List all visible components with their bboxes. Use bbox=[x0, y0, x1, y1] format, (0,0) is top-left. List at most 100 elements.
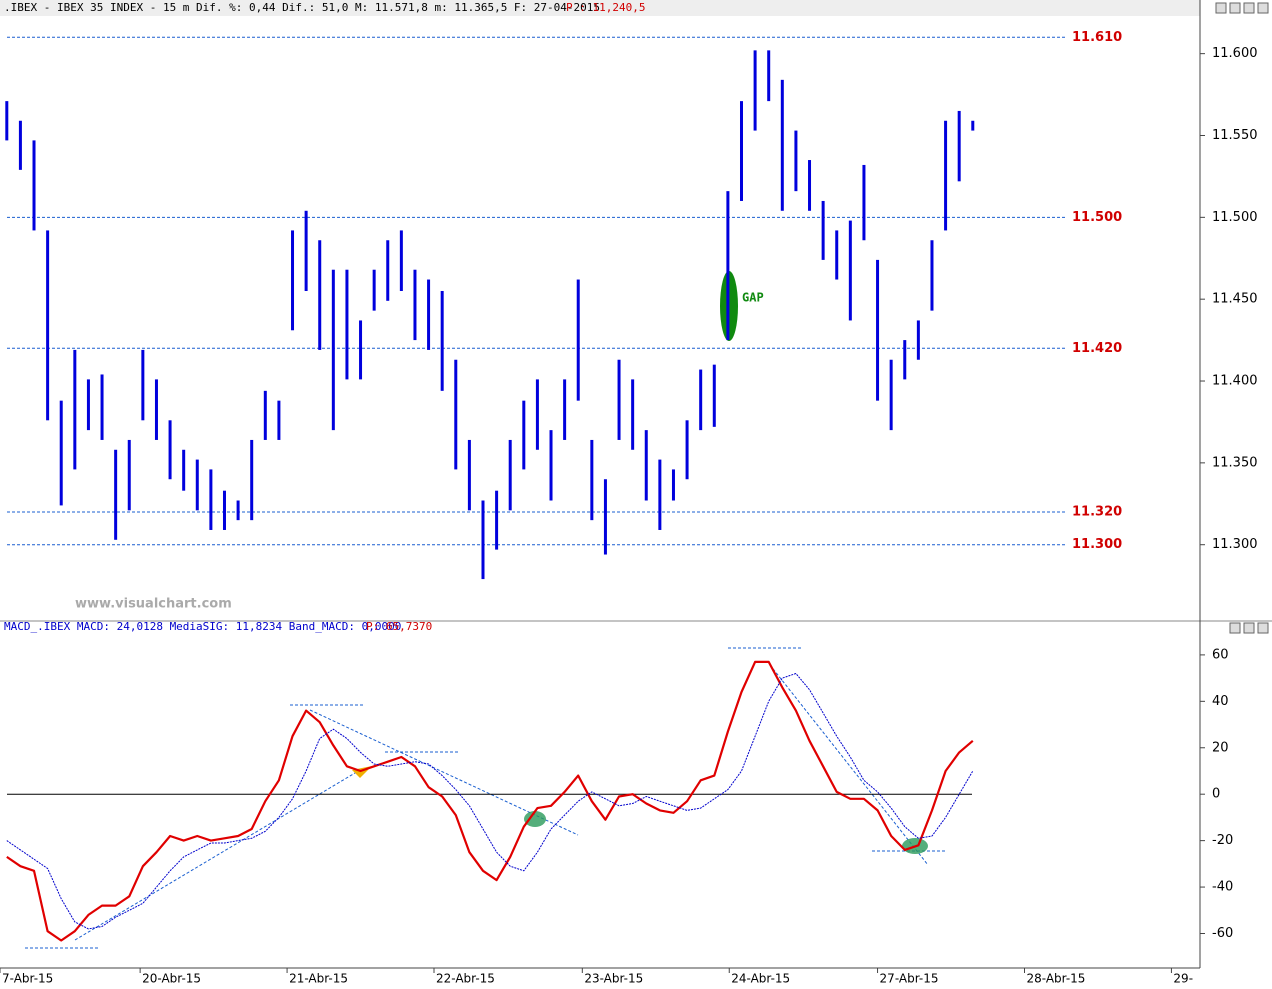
price-bar bbox=[658, 459, 662, 530]
price-bar bbox=[903, 340, 907, 380]
header-bar bbox=[0, 0, 1200, 16]
button[interactable] bbox=[1243, 622, 1255, 634]
y-tick-label: 40 bbox=[1212, 694, 1229, 709]
x-tick-label: 21-Abr-15 bbox=[289, 972, 348, 986]
price-bar bbox=[386, 240, 390, 301]
price-bar bbox=[168, 420, 172, 480]
button[interactable] bbox=[1215, 2, 1227, 14]
button[interactable] bbox=[1257, 2, 1269, 14]
price-bar bbox=[141, 349, 145, 421]
price-bar bbox=[726, 191, 730, 341]
price-bar bbox=[127, 439, 131, 511]
y-tick-label: 60 bbox=[1212, 647, 1229, 662]
level-label: 11.610 bbox=[1072, 30, 1122, 45]
price-bar bbox=[195, 459, 199, 511]
price-bar bbox=[222, 490, 226, 530]
x-tick-label: 7-Abr-15 bbox=[2, 972, 53, 986]
price-bar bbox=[957, 110, 961, 182]
macd-title: MACD_.IBEX MACD: 24,0128 MediaSIG: 11,82… bbox=[4, 620, 401, 633]
y-tick-label: 11.600 bbox=[1212, 46, 1258, 61]
price-bar bbox=[318, 240, 322, 350]
price-bar bbox=[481, 500, 485, 580]
price-bar bbox=[32, 140, 36, 231]
y-tick-label: -20 bbox=[1212, 833, 1233, 848]
level-label: 11.500 bbox=[1072, 210, 1122, 225]
price-bar bbox=[944, 120, 948, 231]
price-bar bbox=[876, 259, 880, 401]
price-bar bbox=[495, 490, 499, 550]
price-bar bbox=[46, 230, 50, 421]
x-tick-label: 22-Abr-15 bbox=[436, 972, 495, 986]
price-bar bbox=[767, 50, 771, 102]
x-tick-label: 23-Abr-15 bbox=[584, 972, 643, 986]
button[interactable] bbox=[1229, 2, 1241, 14]
x-tick-label: 27-Abr-15 bbox=[880, 972, 939, 986]
y-tick-label: -40 bbox=[1212, 880, 1233, 895]
price-bar bbox=[18, 120, 22, 170]
price-bar bbox=[73, 349, 77, 470]
title: .IBEX - IBEX 35 INDEX - 15 m Dif. %: 0,4… bbox=[4, 1, 600, 14]
price-bar bbox=[916, 320, 920, 360]
price-bar bbox=[835, 230, 839, 280]
button[interactable] bbox=[1257, 622, 1269, 634]
price-bar bbox=[454, 359, 458, 470]
price-bar bbox=[413, 269, 417, 341]
macd-subtitle: P: 65,7370 bbox=[366, 620, 432, 633]
price-bar bbox=[535, 379, 539, 450]
price-bar bbox=[277, 400, 281, 440]
price-bar bbox=[644, 430, 648, 501]
level-label: 11.320 bbox=[1072, 504, 1122, 519]
price-bar bbox=[467, 439, 471, 511]
x-tick-label: 28-Abr-15 bbox=[1026, 972, 1085, 986]
button[interactable] bbox=[1229, 622, 1241, 634]
price-bar bbox=[86, 379, 90, 431]
price-bar bbox=[154, 379, 158, 440]
price-bar bbox=[5, 101, 9, 141]
price-bar bbox=[427, 279, 431, 350]
price-bar bbox=[685, 420, 689, 480]
price-bar bbox=[440, 290, 444, 391]
signal-line bbox=[6, 673, 974, 930]
window-buttons[interactable] bbox=[1215, 2, 1269, 634]
y-tick-label: -60 bbox=[1212, 926, 1233, 941]
x-tick-label: 20-Abr-15 bbox=[142, 972, 201, 986]
price-bar bbox=[331, 269, 335, 431]
y-tick-label: 11.550 bbox=[1212, 128, 1258, 143]
price-bar bbox=[549, 430, 553, 501]
highlight bbox=[524, 811, 546, 827]
panel-separator bbox=[0, 620, 1272, 634]
macd-line bbox=[6, 660, 974, 942]
price-bar bbox=[182, 449, 186, 491]
price-bar bbox=[508, 439, 512, 511]
gap-label: GAP bbox=[742, 291, 764, 305]
y-tick-label: 11.350 bbox=[1212, 455, 1258, 470]
price-bar bbox=[359, 320, 363, 380]
button[interactable] bbox=[1243, 2, 1255, 14]
price-bar bbox=[930, 240, 934, 311]
price-bar bbox=[114, 449, 118, 540]
y-tick-label: 11.400 bbox=[1212, 374, 1258, 389]
x-tick-label: 24-Abr-15 bbox=[731, 972, 790, 986]
price-bar bbox=[345, 269, 349, 380]
price-bar bbox=[563, 379, 567, 440]
price-bar bbox=[603, 479, 607, 555]
price-bar bbox=[59, 400, 63, 506]
price-bar bbox=[671, 469, 675, 501]
price-bar bbox=[631, 379, 635, 450]
level-label: 11.300 bbox=[1072, 537, 1122, 552]
price-bar bbox=[304, 210, 308, 291]
watermark: www.visualchart.com bbox=[75, 597, 232, 612]
price-bar bbox=[889, 359, 893, 431]
trend-line bbox=[74, 769, 361, 941]
price-bar bbox=[848, 220, 852, 321]
price-bar bbox=[753, 50, 757, 131]
price-bar bbox=[821, 200, 825, 260]
x-tick-label: 29- bbox=[1173, 972, 1193, 986]
price-bar bbox=[590, 439, 594, 521]
price-bar bbox=[712, 364, 716, 427]
subtitle: P : 11,240,5 bbox=[566, 1, 645, 14]
y-tick-label: 0 bbox=[1212, 787, 1220, 802]
